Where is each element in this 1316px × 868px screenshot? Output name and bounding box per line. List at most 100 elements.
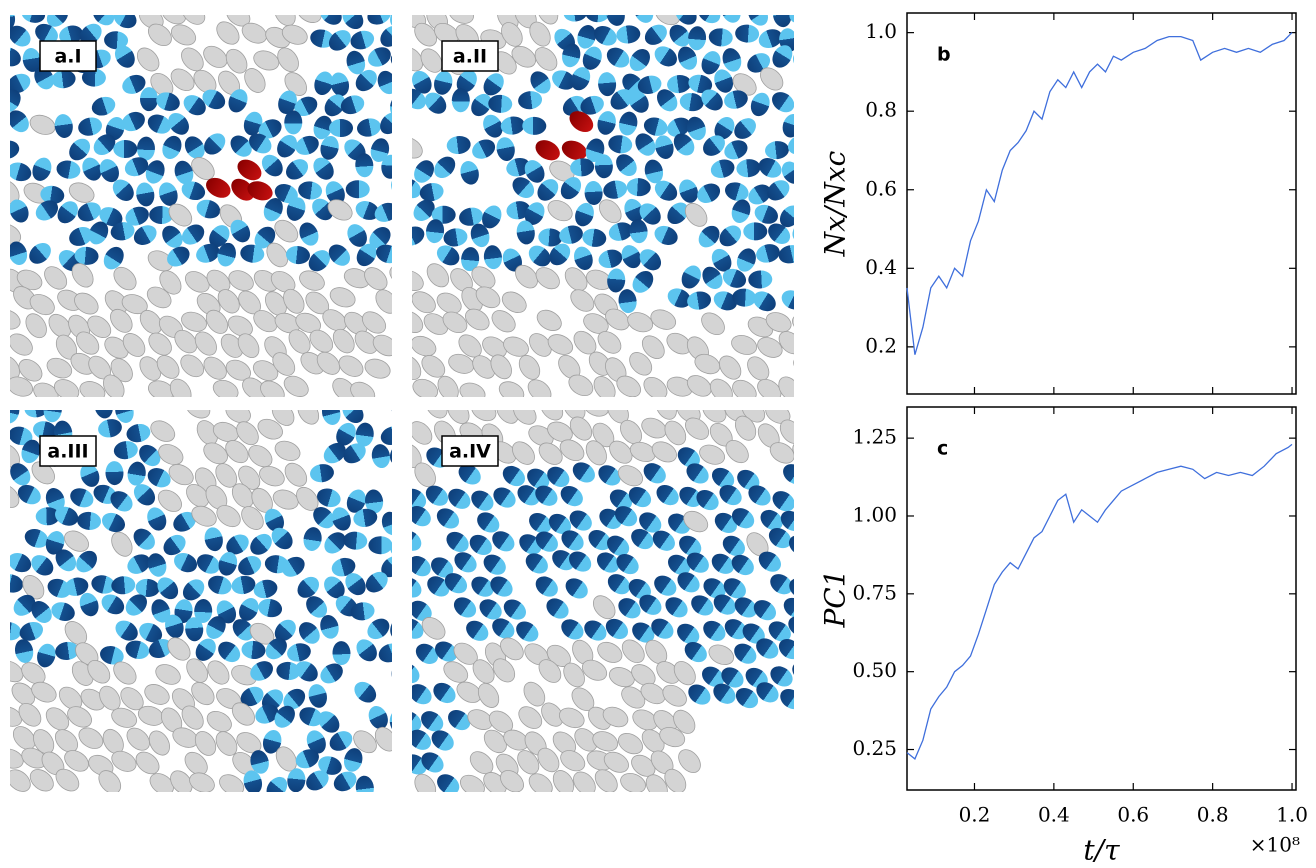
particle [343,748,363,772]
particle [412,70,432,94]
particle [765,410,791,424]
particle [488,94,513,113]
particle [421,711,444,732]
particle [598,72,617,97]
particle [99,159,119,183]
particle [181,705,204,730]
particle [212,421,239,442]
particle [540,410,564,421]
particle [124,157,149,177]
particle [448,709,471,731]
particle [158,444,184,465]
particle [196,243,220,263]
particle [490,354,512,380]
particle [144,684,170,705]
particle [147,250,173,272]
particle [433,682,456,704]
particle [79,592,99,617]
particle [605,618,629,639]
particle [122,74,146,94]
particle [679,179,698,203]
particle [227,315,253,337]
particle [205,309,229,334]
particle [596,552,620,573]
particle [146,286,172,309]
particle [447,410,470,424]
particle [174,599,193,624]
particle [208,575,232,595]
particle [126,423,151,443]
particle [483,73,504,96]
particles [412,15,794,397]
particle [460,774,485,792]
particle [780,688,794,710]
y-tick-label: 0.6 [865,176,897,200]
particle [209,225,230,248]
particle [353,508,378,527]
particle [186,658,209,683]
particle [320,615,339,639]
particle [656,89,678,112]
particle [677,46,698,70]
particle [241,640,266,659]
particle [346,50,366,75]
particle [461,247,480,272]
particle [365,571,388,593]
particle [621,639,645,663]
particle [748,485,771,506]
particle [328,30,351,51]
particle [512,441,535,465]
particle [535,576,558,597]
particle [529,512,552,534]
particle [22,575,45,600]
particle [10,162,32,182]
particle [651,618,674,639]
particle [483,114,503,138]
particle [436,508,460,529]
particle [380,426,392,445]
particle [453,597,477,618]
particle [597,641,623,663]
particle [414,160,434,183]
x-tick-label: 0.2 [959,803,991,827]
particle [215,731,238,756]
particle [295,135,319,155]
particle [687,116,706,141]
particle [758,551,781,572]
particle [51,602,75,621]
particle [10,241,28,265]
particle [254,226,276,249]
particle [225,440,249,464]
particle [101,594,125,615]
particle [368,536,392,555]
particle [239,598,259,621]
particle [206,269,231,293]
panel-label: a.III [47,441,88,463]
particle [420,48,443,73]
particle [139,444,161,467]
particle [136,136,155,161]
particle [624,198,644,223]
particle [598,249,623,269]
particle [110,308,133,333]
particle [779,205,794,228]
particle [135,578,160,597]
particle [127,461,146,486]
particle [621,245,641,269]
particle [525,553,548,574]
particle [101,512,126,533]
particle [168,464,194,486]
particle [559,439,585,462]
particle [654,180,678,201]
particle [195,638,216,661]
particle [157,577,179,600]
panel-label-box [39,435,97,467]
particle [104,31,129,50]
particle [472,355,496,379]
particle [678,749,701,773]
particle [219,774,245,792]
particle [511,45,537,68]
particle [80,463,100,487]
particle [524,160,545,183]
particle [343,443,366,464]
